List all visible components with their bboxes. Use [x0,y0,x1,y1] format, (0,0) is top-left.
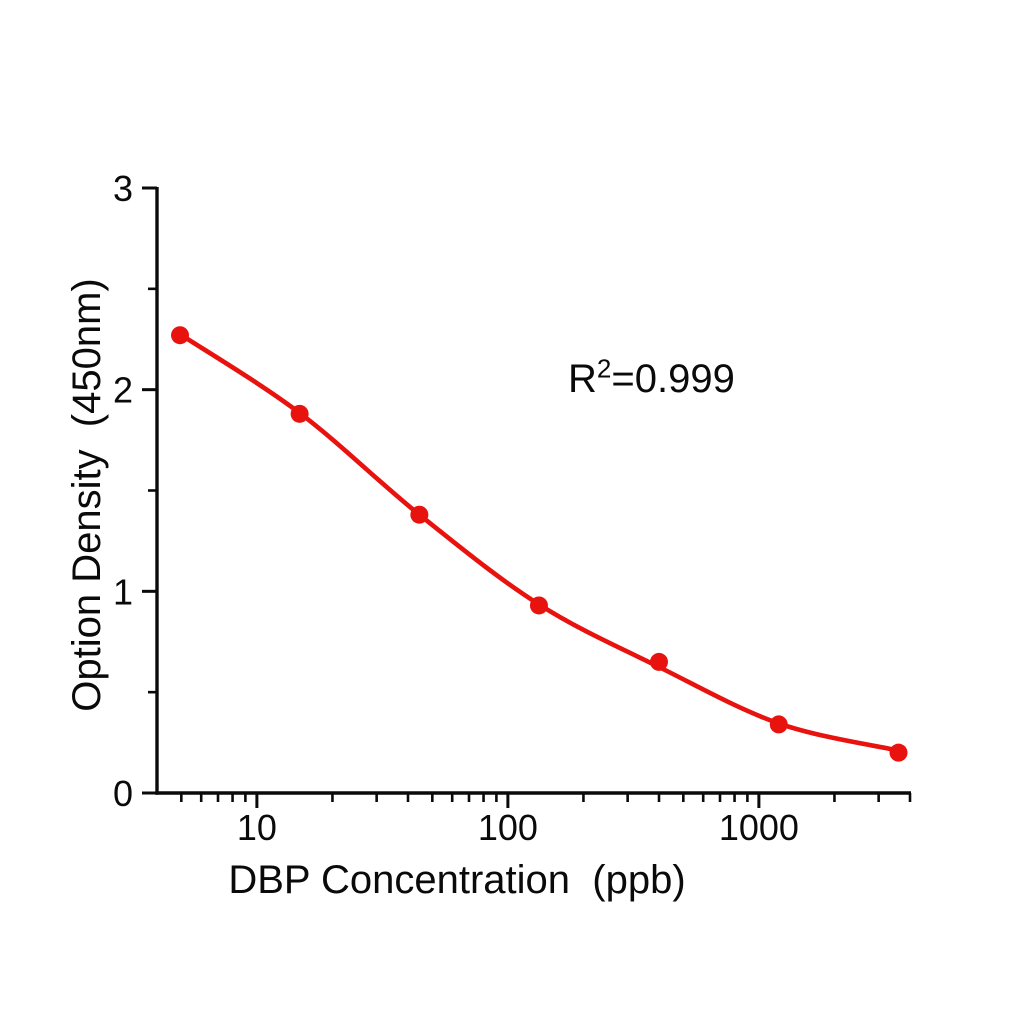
y-axis-tick-label: 2 [113,370,133,411]
r-squared-base: R [568,357,597,401]
y-axis-tick-label: 3 [113,168,133,209]
r-squared-value: =0.999 [611,357,735,401]
data-point [410,505,429,524]
data-point [889,743,908,762]
fit-curve [177,331,901,753]
data-point [650,652,668,671]
data-point [171,326,190,345]
x-axis-tick-label: 100 [478,807,538,848]
y-axis-tick-label: 1 [113,571,133,612]
x-axis-tick-label: 10 [237,807,277,848]
x-axis-tick-label: 1000 [719,807,799,848]
data-point [529,596,548,615]
y-axis-tick-label: 0 [113,773,133,814]
data-point [290,404,309,423]
data-point [769,715,788,734]
r-squared-exponent: 2 [596,353,612,384]
y-axis-label: Option Density (450nm) [65,278,109,712]
r-squared-annotation: R2=0.999 [568,356,735,402]
x-axis-label: DBP Concentration (ppb) [228,858,686,902]
